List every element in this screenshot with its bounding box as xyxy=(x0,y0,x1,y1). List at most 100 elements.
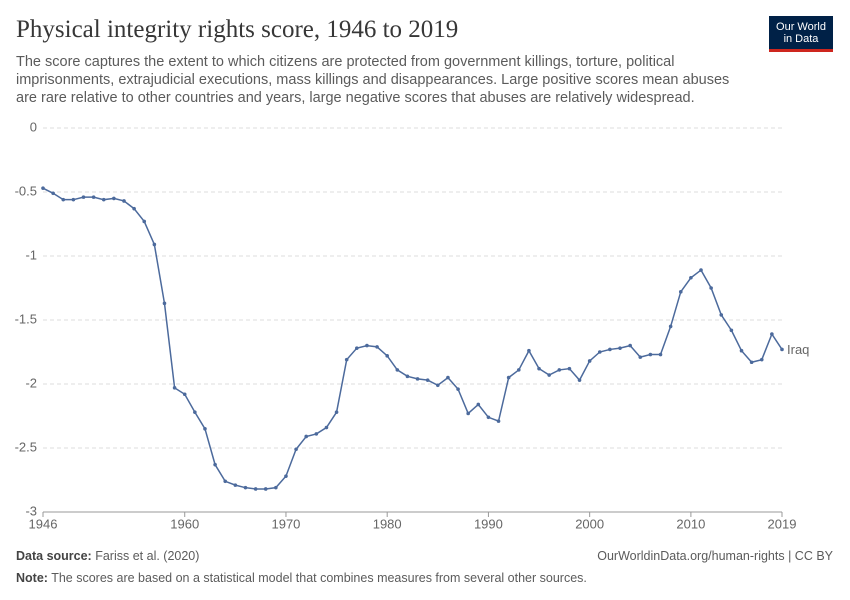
point xyxy=(142,219,147,224)
point xyxy=(699,268,703,272)
point xyxy=(223,479,228,484)
point xyxy=(638,355,643,359)
point xyxy=(101,197,106,202)
point xyxy=(415,377,420,381)
url[interactable]: OurWorldinData.org/human-rights | CC BY xyxy=(597,549,833,563)
chart-subtitle: The score captures the extent to which c… xyxy=(16,54,730,106)
point xyxy=(506,375,511,380)
point xyxy=(678,290,683,294)
point xyxy=(719,313,724,317)
point xyxy=(486,415,491,420)
y-tick-label: -2 xyxy=(25,375,37,390)
point xyxy=(648,352,653,357)
point xyxy=(304,434,309,439)
x-tick-label: 2019 xyxy=(768,516,797,531)
point xyxy=(213,462,217,467)
point xyxy=(243,485,248,490)
point xyxy=(61,197,66,202)
point xyxy=(274,485,278,490)
point xyxy=(547,373,551,377)
point xyxy=(628,343,632,348)
point xyxy=(446,375,450,380)
x-tick-label: 1990 xyxy=(474,516,503,531)
source: Data source: Fariss et al. (2020) xyxy=(16,549,199,563)
x-tick-label: 2010 xyxy=(676,516,705,531)
point xyxy=(122,199,126,203)
point xyxy=(689,275,693,280)
y-tick-label: -3 xyxy=(25,503,37,518)
point xyxy=(608,347,612,352)
source-label: Data source: xyxy=(16,549,92,563)
point xyxy=(193,410,197,414)
x-tick-label: 2000 xyxy=(575,516,604,531)
x-tick-label: 1960 xyxy=(170,516,199,531)
logo-line: Our World xyxy=(776,21,826,33)
point xyxy=(112,196,116,201)
y-tick-label: -1.5 xyxy=(15,311,37,326)
point xyxy=(749,360,754,365)
point xyxy=(729,328,734,333)
point xyxy=(375,345,379,349)
note-label: Note: xyxy=(16,571,48,585)
point xyxy=(739,348,744,353)
point xyxy=(476,402,481,407)
note: Note: The scores are based on a statisti… xyxy=(16,571,587,585)
point xyxy=(618,346,622,350)
point xyxy=(405,374,410,379)
point xyxy=(557,368,562,372)
point xyxy=(436,383,440,388)
y-tick-label: 0 xyxy=(30,119,37,134)
point xyxy=(344,357,349,362)
point xyxy=(41,186,45,190)
point xyxy=(597,350,602,354)
point xyxy=(182,392,187,397)
source-text[interactable]: Fariss et al. (2020) xyxy=(95,549,200,563)
y-tick-label: -2.5 xyxy=(15,439,37,454)
point xyxy=(152,242,157,247)
point xyxy=(324,425,329,430)
point xyxy=(658,352,663,357)
x-tick-label: 1970 xyxy=(271,516,300,531)
point xyxy=(91,195,96,199)
point xyxy=(759,357,764,362)
line xyxy=(42,187,783,490)
point xyxy=(709,286,713,290)
point xyxy=(71,197,76,202)
point xyxy=(527,348,531,353)
x-tick-label: 1980 xyxy=(373,516,402,531)
y-tick-label: -0.5 xyxy=(15,183,37,198)
point xyxy=(162,301,167,306)
point xyxy=(668,324,673,329)
point xyxy=(294,447,298,452)
logo[interactable]: Our World in Data xyxy=(769,16,833,52)
point xyxy=(385,354,389,358)
point xyxy=(284,474,288,478)
point xyxy=(466,411,470,416)
x-tick-label: 1946 xyxy=(29,516,58,531)
point xyxy=(587,359,592,363)
point xyxy=(395,368,400,372)
point xyxy=(253,487,258,491)
point xyxy=(203,427,207,431)
logo-line: in Data xyxy=(783,33,819,45)
point xyxy=(334,410,339,414)
point xyxy=(81,195,86,199)
point xyxy=(456,387,460,391)
point xyxy=(263,487,268,491)
point xyxy=(425,378,430,382)
point xyxy=(567,366,572,371)
point xyxy=(537,366,541,371)
point xyxy=(365,343,369,348)
point xyxy=(516,368,521,372)
point xyxy=(233,483,238,487)
chart-title: Physical integrity rights score, 1946 to… xyxy=(16,16,459,43)
point xyxy=(577,378,582,382)
point xyxy=(51,191,55,196)
series-label: Iraq xyxy=(787,342,809,357)
point xyxy=(770,332,774,336)
point xyxy=(496,419,501,423)
point xyxy=(314,432,319,436)
y-tick-label: -1 xyxy=(25,247,37,262)
